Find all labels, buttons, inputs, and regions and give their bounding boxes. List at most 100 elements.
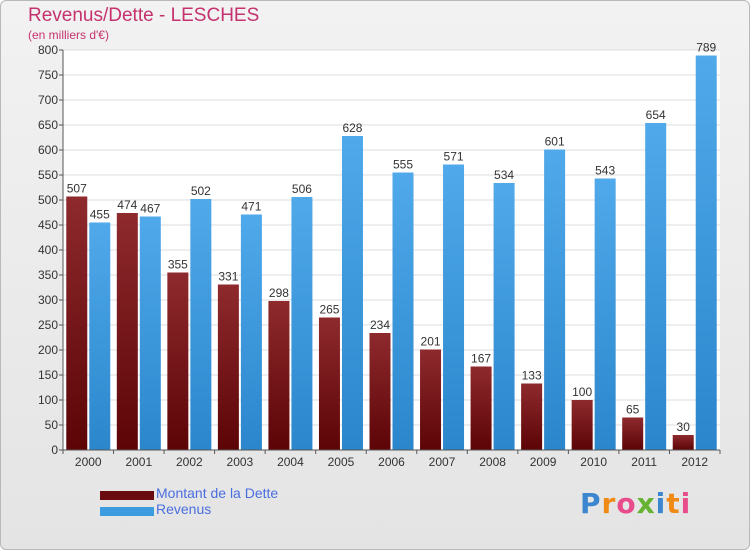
bar-dette xyxy=(672,435,694,450)
legend-swatch-revenus xyxy=(100,507,154,516)
bar-dette xyxy=(66,196,88,450)
data-label-revenus: 601 xyxy=(545,135,565,149)
logo-letter: x xyxy=(636,487,656,520)
bar-revenus xyxy=(139,216,161,450)
x-tick-label: 2003 xyxy=(227,455,254,469)
proxiti-logo: Proxiti xyxy=(580,487,691,520)
bar-dette xyxy=(116,213,138,450)
y-tick-label: 100 xyxy=(38,393,58,407)
y-tick-label: 650 xyxy=(38,118,58,132)
x-tick-label: 2002 xyxy=(176,455,203,469)
bar-dette xyxy=(268,301,290,450)
data-label-dette: 234 xyxy=(370,318,390,332)
logo-letter: r xyxy=(601,487,617,520)
x-tick-label: 2010 xyxy=(580,455,607,469)
x-tick-label: 2012 xyxy=(681,455,708,469)
bar-dette xyxy=(420,349,442,450)
bar-revenus xyxy=(544,149,566,450)
data-label-revenus: 628 xyxy=(342,121,362,135)
y-tick-label: 350 xyxy=(38,268,58,282)
data-label-dette: 474 xyxy=(117,198,137,212)
data-label-dette: 65 xyxy=(626,403,640,417)
data-label-revenus: 543 xyxy=(595,164,615,178)
axes: 0 50 100 150 200 250 300 350 400 450 500 550 600 650 7… xyxy=(38,43,721,469)
bar-revenus xyxy=(190,199,212,450)
bar-dette xyxy=(217,284,239,450)
data-label-dette: 355 xyxy=(168,258,188,272)
data-label-dette: 298 xyxy=(269,286,289,300)
y-tick-label: 300 xyxy=(38,293,58,307)
bar-dette xyxy=(167,272,189,450)
bar-dette xyxy=(470,366,492,450)
logo-letter: i xyxy=(655,487,667,520)
legend-label-dette: Montant de la Dette xyxy=(156,485,279,501)
data-label-dette: 30 xyxy=(677,420,691,434)
data-label-dette: 167 xyxy=(471,352,491,366)
data-label-revenus: 502 xyxy=(191,184,211,198)
x-tick-label: 2006 xyxy=(378,455,405,469)
bar-dette xyxy=(521,383,543,450)
y-tick-label: 400 xyxy=(38,243,58,257)
x-tick-label: 2011 xyxy=(631,455,657,469)
bar-revenus xyxy=(695,55,717,450)
x-tick-label: 2009 xyxy=(530,455,557,469)
data-label-revenus: 571 xyxy=(444,150,464,164)
y-tick-label: 450 xyxy=(38,218,58,232)
data-label-revenus: 534 xyxy=(494,168,514,182)
data-label-dette: 331 xyxy=(218,270,238,284)
bar-revenus xyxy=(89,222,111,450)
data-label-dette: 201 xyxy=(421,335,441,349)
bar-dette xyxy=(369,333,391,450)
y-tick-label: 800 xyxy=(38,43,58,57)
bar-revenus xyxy=(240,214,262,450)
bar-revenus xyxy=(443,164,465,450)
bar-revenus xyxy=(341,136,363,450)
data-label-revenus: 471 xyxy=(241,200,261,214)
data-label-revenus: 789 xyxy=(696,41,716,55)
bar-dette xyxy=(571,400,593,450)
data-label-revenus: 654 xyxy=(646,108,666,122)
gridlines xyxy=(63,49,720,451)
logo-letter: P xyxy=(580,487,602,520)
chart-title: Revenus/Dette - LESCHES xyxy=(28,5,260,26)
data-label-dette: 265 xyxy=(319,303,339,317)
x-tick-label: 2000 xyxy=(75,455,102,469)
data-label-dette: 100 xyxy=(572,385,592,399)
logo-letter: o xyxy=(616,487,637,520)
y-tick-label: 600 xyxy=(38,143,58,157)
bars xyxy=(66,55,717,450)
x-tick-label: 2004 xyxy=(277,455,304,469)
bar-revenus xyxy=(392,172,414,450)
data-label-revenus: 455 xyxy=(90,208,110,222)
x-tick-label: 2007 xyxy=(429,455,456,469)
bar-revenus xyxy=(493,183,515,450)
data-label-revenus: 506 xyxy=(292,182,312,196)
logo-letter: i xyxy=(680,487,692,520)
y-tick-label: 50 xyxy=(45,418,59,432)
legend-label-revenus: Revenus xyxy=(156,501,212,517)
data-label-dette: 507 xyxy=(67,182,87,196)
y-tick-label: 250 xyxy=(38,318,58,332)
bar-dette xyxy=(622,417,644,450)
y-tick-label: 700 xyxy=(38,93,58,107)
x-tick-label: 2008 xyxy=(479,455,506,469)
y-tick-label: 500 xyxy=(38,193,58,207)
logo-letter: t xyxy=(666,487,681,520)
legend-swatch-dette xyxy=(100,491,154,500)
data-label-dette: 133 xyxy=(522,369,542,383)
data-label-revenus: 467 xyxy=(140,202,160,216)
y-tick-label: 200 xyxy=(38,343,58,357)
bar-revenus xyxy=(645,123,667,450)
y-tick-label: 750 xyxy=(38,68,58,82)
x-tick-label: 2001 xyxy=(125,455,152,469)
bar-revenus xyxy=(291,197,313,450)
bar-revenus xyxy=(594,178,616,450)
y-tick-label: 150 xyxy=(38,368,58,382)
chart-subtitle: (en milliers d'€) xyxy=(28,28,109,42)
bar-dette xyxy=(318,317,340,450)
data-label-revenus: 555 xyxy=(393,158,413,172)
y-tick-label: 550 xyxy=(38,168,58,182)
x-tick-label: 2005 xyxy=(328,455,355,469)
